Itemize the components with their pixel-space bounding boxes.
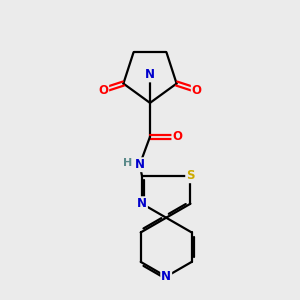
Text: O: O — [172, 130, 182, 143]
Text: H: H — [123, 158, 132, 168]
Text: N: N — [135, 158, 145, 171]
Text: N: N — [161, 270, 171, 283]
Text: N: N — [145, 68, 155, 81]
Text: O: O — [192, 84, 202, 97]
Text: O: O — [98, 84, 108, 97]
Text: N: N — [137, 197, 147, 210]
Text: S: S — [186, 169, 195, 182]
